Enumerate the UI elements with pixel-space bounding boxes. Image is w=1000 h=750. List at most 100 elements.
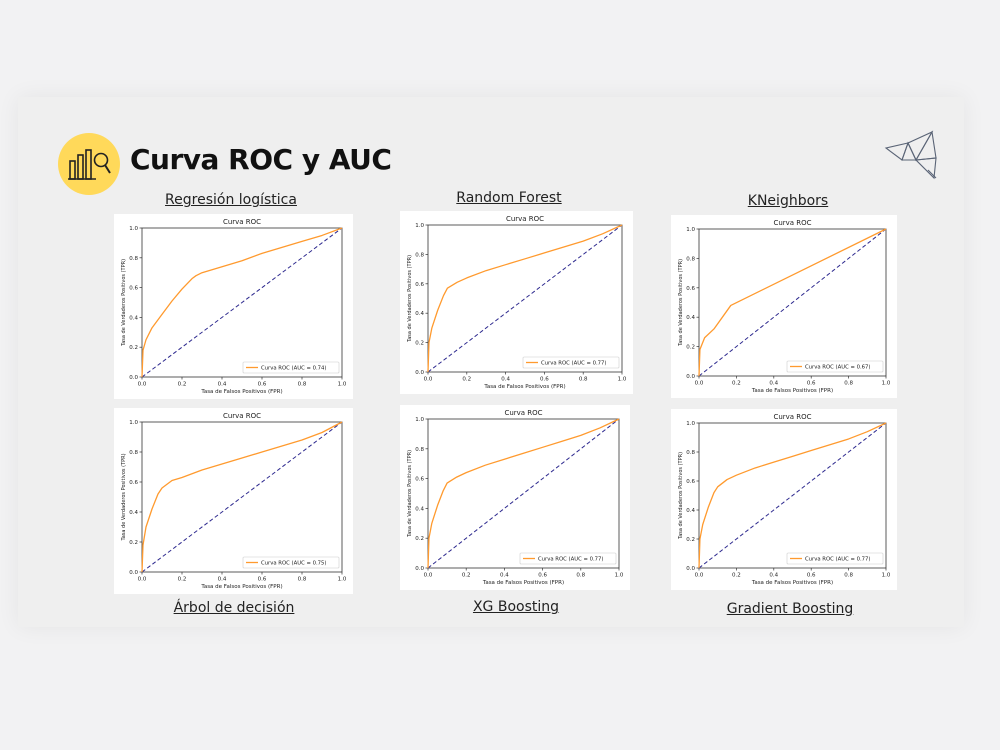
model-label-xg-boosting: XG Boosting (472, 599, 560, 615)
x-tick-label: 0.0 (695, 381, 704, 387)
model-label-kneighbors: KNeighbors (747, 193, 829, 209)
y-tick-label: 0.6 (686, 286, 695, 292)
diagonal-line (698, 422, 887, 569)
x-tick-label: 0.4 (218, 382, 227, 388)
y-tick-label: 0.6 (686, 479, 695, 485)
x-tick-label: 0.0 (424, 573, 433, 579)
legend-label: Curva ROC (AUC = 0.77) (541, 361, 606, 367)
chart-magnifier-icon (58, 133, 120, 195)
roc-chart-logistic: Curva ROC 0.0 0.2 0.4 0.6 0.8 1.0 0.0 0.2 0.4 0.6 0… (114, 214, 353, 399)
y-tick-label: 0.4 (415, 311, 424, 317)
origami-bird-icon (884, 130, 940, 188)
x-axis-label: Tasa de Falsos Positivos (FPR) (751, 388, 833, 394)
roc-curve-line (141, 421, 343, 573)
roc-chart-xg-boosting: Curva ROC 0.0 0.2 0.4 0.6 0.8 1.0 0.0 0.2 0.4 0.6 0… (400, 405, 630, 590)
y-tick-label: 0.4 (129, 315, 138, 321)
x-tick-label: 0.0 (695, 573, 704, 579)
y-tick-label: 0.2 (415, 341, 424, 347)
x-tick-label: 0.0 (424, 377, 433, 383)
x-tick-label: 0.8 (298, 577, 307, 583)
legend-label: Curva ROC (AUC = 0.77) (538, 557, 603, 563)
y-tick-label: 0.2 (129, 345, 138, 351)
y-axis-label: Tasa de Verdaderos Positivos (TPR) (678, 259, 684, 347)
x-tick-label: 0.6 (258, 577, 267, 583)
roc-curve-line (698, 422, 887, 569)
legend-label: Curva ROC (AUC = 0.67) (805, 365, 870, 371)
legend-box (522, 356, 620, 369)
y-tick-label: 1.0 (686, 227, 695, 233)
y-tick-label: 0.0 (686, 566, 695, 572)
y-tick-label: 0.4 (686, 315, 695, 321)
legend-label: Curva ROC (AUC = 0.74) (261, 366, 326, 372)
chart-title: Curva ROC (506, 215, 544, 223)
x-tick-label: 1.0 (882, 381, 891, 387)
x-tick-label: 0.8 (579, 377, 588, 383)
y-tick-label: 1.0 (415, 223, 424, 229)
y-tick-label: 1.0 (129, 226, 138, 232)
legend-box (786, 360, 884, 373)
y-tick-label: 0.6 (129, 480, 138, 486)
y-axis-label: Tasa de Verdaderos Positivos (TPR) (121, 453, 127, 541)
model-label-decision-tree: Árbol de decisión (173, 600, 295, 616)
legend-box (242, 556, 340, 569)
diagonal-line (427, 224, 623, 373)
y-tick-label: 0.0 (129, 570, 138, 576)
x-tick-label: 0.2 (732, 381, 741, 387)
x-tick-label: 0.6 (807, 381, 816, 387)
diagonal-line (427, 418, 620, 569)
roc-chart-decision-tree: Curva ROC 0.0 0.2 0.4 0.6 0.8 1.0 0.0 0.2 0.4 0.6 0… (114, 408, 353, 594)
page-title: Curva ROC y AUC (130, 143, 392, 176)
x-axis-label: Tasa de Falsos Positivos (FPR) (483, 384, 565, 390)
legend-label: Curva ROC (AUC = 0.75) (261, 561, 326, 567)
x-tick-label: 0.0 (138, 382, 147, 388)
plot-frame (141, 227, 343, 378)
model-label-logistic: Regresión logística (165, 192, 297, 208)
plot-frame (141, 421, 343, 573)
x-tick-label: 0.4 (769, 381, 778, 387)
diagonal-line (141, 227, 343, 378)
x-tick-label: 0.6 (807, 573, 816, 579)
x-tick-label: 0.8 (576, 573, 585, 579)
x-tick-label: 0.4 (218, 577, 227, 583)
diagonal-line (141, 421, 343, 573)
y-tick-label: 0.2 (129, 540, 138, 546)
y-tick-label: 0.2 (415, 536, 424, 542)
x-tick-label: 0.8 (844, 381, 853, 387)
chart-title: Curva ROC (504, 409, 542, 417)
x-tick-label: 0.6 (540, 377, 549, 383)
x-tick-label: 1.0 (615, 573, 624, 579)
y-tick-label: 0.8 (686, 256, 695, 262)
y-tick-label: 1.0 (686, 421, 695, 427)
roc-curve-line (427, 418, 620, 569)
roc-chart-gradient-boosting: Curva ROC 0.0 0.2 0.4 0.6 0.8 1.0 0.0 0.2 0.4 0.6 0… (671, 409, 897, 590)
x-tick-label: 0.2 (462, 573, 471, 579)
chart-title: Curva ROC (773, 219, 811, 227)
roc-curve-line (427, 224, 623, 373)
x-tick-label: 0.2 (462, 377, 471, 383)
x-tick-label: 0.6 (258, 382, 267, 388)
diagonal-line (698, 228, 887, 377)
y-axis-label: Tasa de Verdaderos Positivos (TPR) (407, 450, 413, 538)
y-tick-label: 0.8 (415, 447, 424, 453)
x-tick-label: 0.4 (500, 573, 509, 579)
x-tick-label: 1.0 (338, 382, 347, 388)
roc-curve-line (698, 228, 887, 377)
x-tick-label: 0.2 (732, 573, 741, 579)
y-axis-label: Tasa de Verdaderos Positivos (TPR) (678, 452, 684, 540)
roc-curve-line (141, 227, 343, 378)
y-axis-label: Tasa de Verdaderos Positivos (TPR) (407, 255, 413, 343)
y-tick-label: 0.2 (686, 345, 695, 351)
x-axis-label: Tasa de Falsos Positivos (FPR) (751, 580, 833, 586)
x-tick-label: 1.0 (882, 573, 891, 579)
y-tick-label: 0.2 (686, 537, 695, 543)
y-tick-label: 0.6 (415, 477, 424, 483)
x-tick-label: 0.2 (178, 382, 187, 388)
legend-label: Curva ROC (AUC = 0.77) (805, 557, 870, 563)
y-tick-label: 0.0 (686, 374, 695, 380)
chart-title: Curva ROC (223, 218, 261, 226)
x-tick-label: 0.8 (298, 382, 307, 388)
y-tick-label: 0.0 (129, 375, 138, 381)
y-tick-label: 0.0 (415, 566, 424, 572)
y-tick-label: 0.6 (415, 282, 424, 288)
y-tick-label: 1.0 (415, 417, 424, 423)
